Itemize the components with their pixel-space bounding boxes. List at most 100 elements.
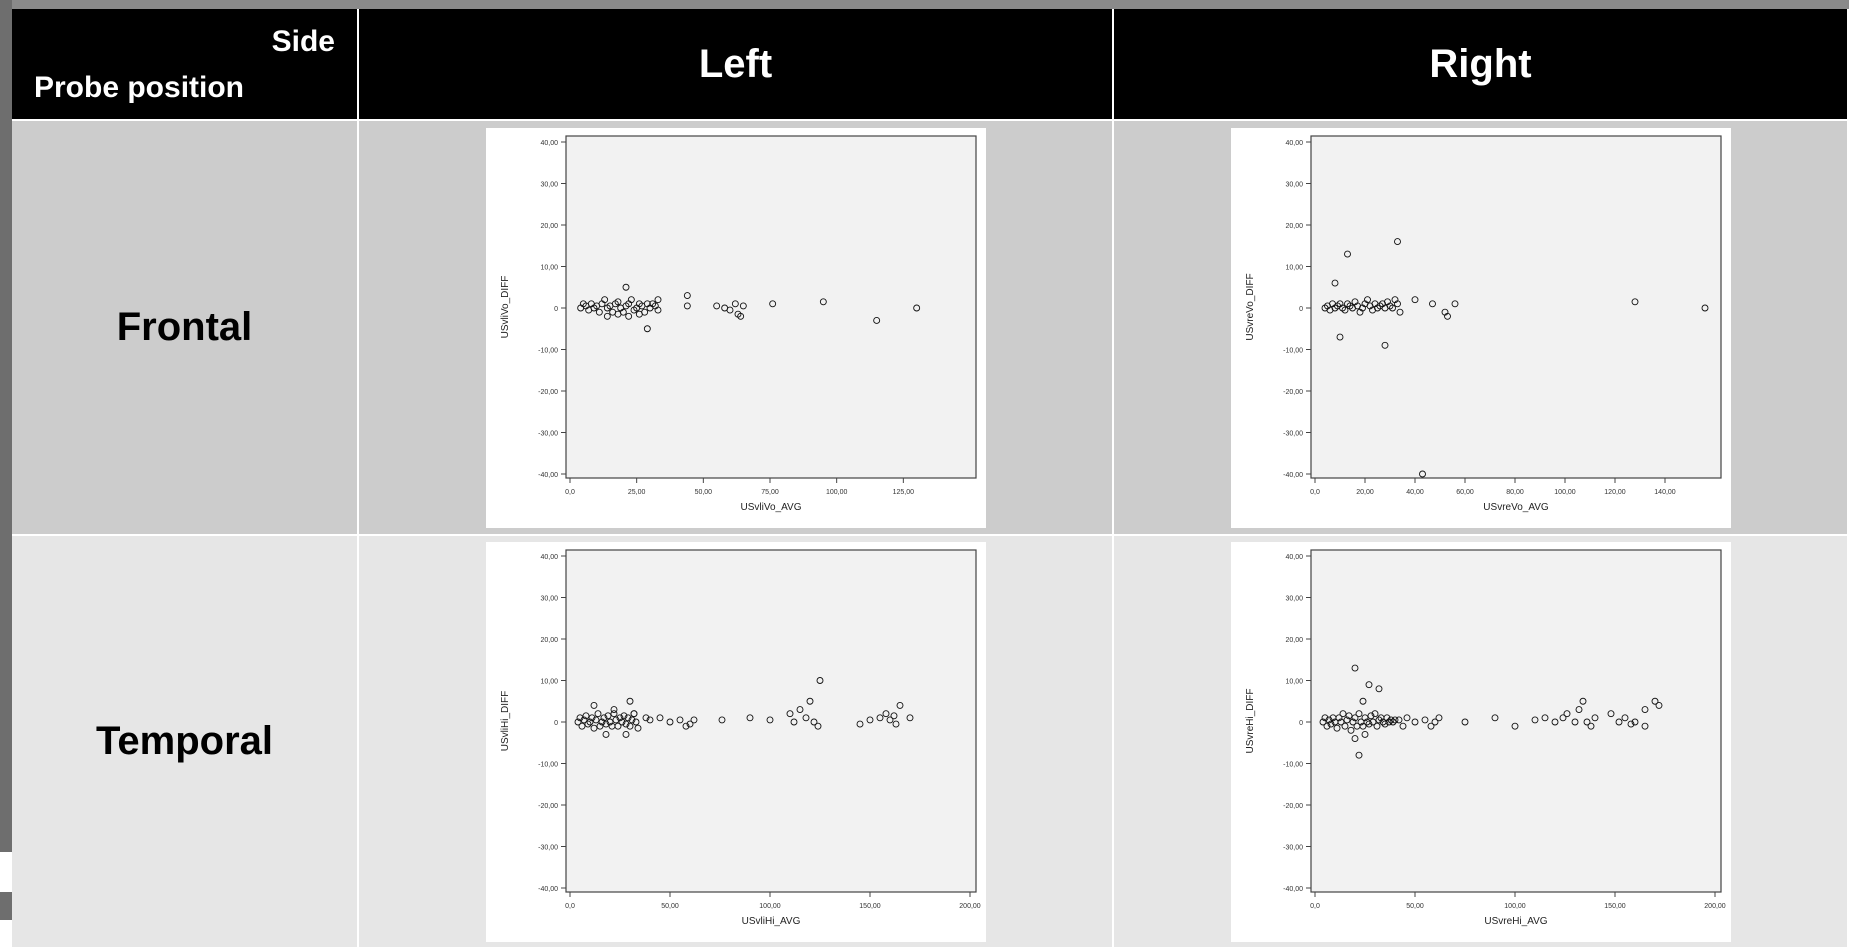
data-point	[1579, 697, 1586, 705]
data-point	[768, 299, 776, 307]
data-point	[1355, 709, 1362, 717]
x-tick-label: 125,00	[892, 489, 914, 496]
data-point	[1587, 722, 1594, 730]
corner-header: Side Probe position	[12, 9, 359, 121]
data-point	[866, 715, 873, 723]
y-axis-label: USvreHi_DIFF	[1245, 688, 1256, 753]
data-point	[1351, 664, 1358, 672]
data-point	[1491, 713, 1498, 721]
data-point	[1399, 722, 1406, 730]
data-point	[1396, 308, 1403, 316]
row-label-temporal: Temporal	[12, 536, 359, 949]
data-point	[1583, 718, 1590, 725]
data-point	[590, 724, 597, 732]
data-point	[802, 713, 809, 721]
data-point	[1403, 713, 1410, 721]
y-tick-label: 20,00	[1285, 637, 1303, 644]
data-point	[886, 715, 893, 723]
data-point	[726, 306, 733, 314]
data-point	[606, 718, 613, 725]
data-point	[1393, 237, 1401, 245]
data-point	[634, 724, 641, 732]
data-point	[1373, 722, 1380, 730]
data-point	[690, 715, 697, 723]
data-point	[1651, 697, 1658, 705]
data-point	[616, 713, 623, 721]
data-point	[712, 301, 720, 309]
data-point	[600, 295, 608, 303]
data-point	[595, 308, 603, 316]
data-point	[1388, 304, 1396, 311]
x-tick-label: 140,00	[1654, 489, 1676, 496]
data-point	[1341, 306, 1348, 314]
plot-cell-temporal-right: 40,00 30,00 20,00 10,00 0 -10,00 -20,00 -30,00 -…	[1114, 536, 1849, 949]
data-point	[1347, 726, 1354, 734]
data-point	[819, 297, 827, 305]
data-point	[1591, 713, 1598, 721]
data-point	[1351, 734, 1358, 742]
data-point	[814, 722, 821, 730]
data-point	[656, 713, 663, 721]
y-tick-label: -20,00	[1283, 803, 1303, 810]
data-point	[786, 709, 793, 717]
data-point	[1389, 718, 1396, 725]
data-point	[766, 715, 773, 723]
data-point	[574, 718, 581, 725]
data-point	[1339, 709, 1346, 717]
y-tick-label: -40,00	[538, 472, 558, 479]
x-axis-label: USvreHi_AVG	[1484, 916, 1547, 927]
data-point	[1391, 715, 1398, 723]
y-tick-label: -40,00	[538, 886, 558, 893]
data-point	[586, 718, 593, 725]
data-point	[1563, 709, 1570, 717]
x-tick-label: 100,00	[1554, 489, 1576, 496]
y-axis-label: USvliHi_DIFF	[500, 690, 511, 751]
data-point	[1443, 312, 1451, 320]
x-tick-label: 200,00	[1704, 903, 1726, 910]
y-tick-label: 20,00	[1285, 223, 1303, 230]
plot-area	[564, 548, 977, 893]
data-point	[1551, 718, 1558, 725]
data-point	[1323, 722, 1330, 730]
y-tick-label: -10,00	[538, 761, 558, 768]
x-tick-label: 50,00	[661, 903, 679, 910]
data-point	[1351, 713, 1358, 721]
data-point	[1343, 250, 1351, 258]
data-point	[590, 701, 597, 709]
data-point	[1365, 680, 1372, 688]
plot-area	[1309, 548, 1722, 893]
data-point	[1428, 299, 1436, 307]
data-point	[683, 301, 691, 309]
y-tick-label: -30,00	[538, 844, 558, 851]
x-tick-label: 0,0	[1310, 489, 1320, 496]
data-point	[1393, 299, 1401, 307]
data-point	[682, 722, 689, 730]
data-point	[1435, 713, 1442, 721]
data-point	[856, 720, 863, 728]
data-point	[1369, 718, 1376, 725]
y-tick-label: -30,00	[538, 430, 558, 437]
data-point	[1621, 713, 1628, 721]
data-point	[896, 701, 903, 709]
data-point	[580, 715, 587, 723]
plot-cell-frontal-left: 40,00 30,00 20,00 10,00 0 -10,00 -20,00 -30,00 -…	[359, 121, 1114, 536]
x-tick-label: 50,00	[694, 489, 712, 496]
y-tick-label: 30,00	[1285, 595, 1303, 602]
column-header-left: Left	[359, 9, 1114, 121]
y-tick-label: 10,00	[1285, 264, 1303, 271]
data-point	[1381, 720, 1388, 728]
x-axis-label: USvliHi_AVG	[741, 916, 800, 927]
data-point	[626, 697, 633, 705]
data-point	[718, 715, 725, 723]
y-tick-label: 30,00	[540, 595, 558, 602]
data-point	[1367, 711, 1374, 719]
data-point	[806, 697, 813, 705]
data-point	[1383, 713, 1390, 721]
data-point	[1343, 715, 1350, 723]
data-point	[1411, 295, 1418, 303]
data-point	[610, 709, 617, 717]
data-point	[1387, 715, 1394, 723]
data-point	[1431, 718, 1438, 725]
data-point	[1321, 713, 1328, 721]
x-tick-label: 0,0	[565, 489, 575, 496]
